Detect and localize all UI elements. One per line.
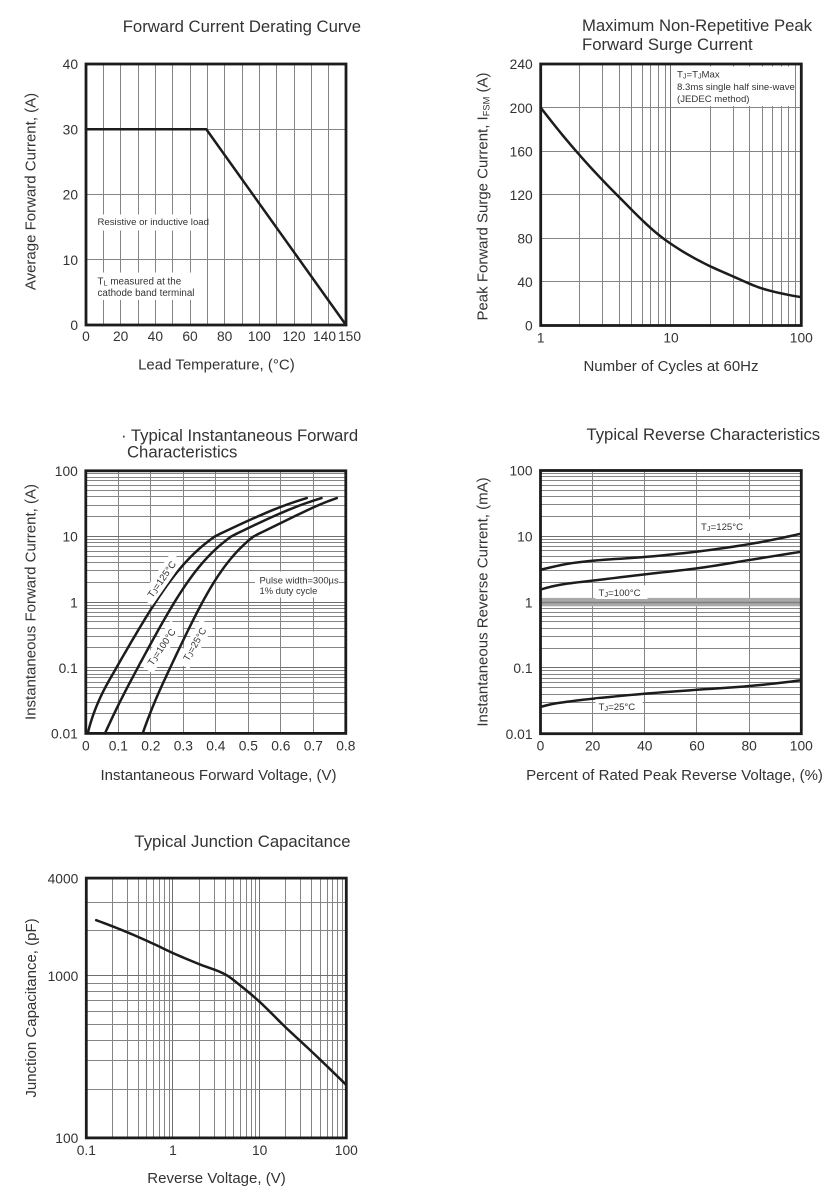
svg-text:30: 30 bbox=[63, 122, 79, 137]
svg-text:Reverse Voltage, (V): Reverse Voltage, (V) bbox=[147, 1170, 285, 1187]
svg-text:40: 40 bbox=[63, 57, 79, 72]
svg-text:Instantaneous Forward Voltage,: Instantaneous Forward Voltage, (V) bbox=[101, 767, 337, 784]
svg-text:0.7: 0.7 bbox=[304, 738, 323, 753]
svg-text:150: 150 bbox=[338, 329, 361, 344]
svg-text:TJ=100°C: TJ=100°C bbox=[599, 588, 641, 599]
svg-text:0.01: 0.01 bbox=[506, 727, 533, 742]
svg-text:Peak Forward Surge Current, IF: Peak Forward Surge Current, IFSM (A) bbox=[475, 72, 492, 320]
svg-text:80: 80 bbox=[217, 329, 233, 344]
svg-text:160: 160 bbox=[510, 144, 533, 159]
svg-text:4000: 4000 bbox=[48, 871, 79, 886]
svg-text:0.01: 0.01 bbox=[51, 727, 78, 742]
svg-text:40: 40 bbox=[517, 275, 533, 290]
svg-text:Lead Temperature, (°C): Lead Temperature, (°C) bbox=[138, 357, 295, 374]
svg-text:Average Forward Current, (A): Average Forward Current, (A) bbox=[23, 93, 40, 290]
svg-text:0: 0 bbox=[70, 318, 78, 333]
svg-text:0.1: 0.1 bbox=[513, 661, 532, 676]
svg-text:240: 240 bbox=[510, 57, 533, 72]
svg-text:0.5: 0.5 bbox=[239, 738, 259, 753]
svg-text:200: 200 bbox=[510, 101, 533, 116]
svg-text:Forward Current Derating Curve: Forward Current Derating Curve bbox=[123, 17, 361, 36]
svg-text:Forward Surge Current: Forward Surge Current bbox=[582, 35, 753, 54]
svg-text:1: 1 bbox=[169, 1143, 177, 1158]
svg-text:10: 10 bbox=[252, 1143, 268, 1158]
svg-text:TJ=125°C: TJ=125°C bbox=[701, 522, 743, 533]
svg-text:Pulse width=300µs: Pulse width=300µs bbox=[260, 575, 339, 586]
svg-text:60: 60 bbox=[689, 739, 705, 754]
svg-text:Number of Cycles at 60Hz: Number of Cycles at 60Hz bbox=[583, 358, 758, 375]
svg-text:Characteristics: Characteristics bbox=[127, 443, 237, 462]
svg-text:· Typical Instantaneous Forwar: · Typical Instantaneous Forward bbox=[121, 426, 358, 445]
svg-text:1: 1 bbox=[70, 595, 78, 610]
svg-text:1% duty cycle: 1% duty cycle bbox=[260, 585, 318, 596]
svg-text:1000: 1000 bbox=[48, 969, 79, 984]
svg-text:0: 0 bbox=[537, 739, 545, 754]
svg-text:0.6: 0.6 bbox=[271, 738, 291, 753]
svg-text:120: 120 bbox=[282, 329, 305, 344]
svg-text:10: 10 bbox=[517, 530, 533, 545]
svg-text:0.1: 0.1 bbox=[109, 738, 128, 753]
svg-text:1: 1 bbox=[537, 331, 545, 346]
svg-text:20: 20 bbox=[63, 188, 79, 203]
svg-text:Junction Capacitance, (pF): Junction Capacitance, (pF) bbox=[23, 918, 40, 1097]
svg-text:TJ=TJMax: TJ=TJMax bbox=[677, 70, 720, 81]
svg-text:Instantaneous Forward Current,: Instantaneous Forward Current, (A) bbox=[23, 484, 40, 720]
svg-text:Typical Reverse Characteristic: Typical Reverse Characteristics bbox=[586, 425, 820, 444]
svg-text:0.2: 0.2 bbox=[141, 738, 160, 753]
svg-text:80: 80 bbox=[741, 739, 757, 754]
svg-text:20: 20 bbox=[113, 329, 129, 344]
svg-text:10: 10 bbox=[663, 331, 679, 346]
svg-text:100: 100 bbox=[509, 464, 532, 479]
svg-text:Resistive or inductive load: Resistive or inductive load bbox=[98, 217, 209, 228]
svg-text:40: 40 bbox=[148, 329, 164, 344]
svg-text:10: 10 bbox=[63, 253, 79, 268]
svg-text:1: 1 bbox=[525, 595, 533, 610]
svg-text:100: 100 bbox=[335, 1143, 358, 1158]
svg-text:140: 140 bbox=[313, 329, 336, 344]
svg-text:(JEDEC method): (JEDEC method) bbox=[677, 94, 750, 105]
svg-text:120: 120 bbox=[510, 188, 533, 203]
svg-text:8.3ms single half sine-wave: 8.3ms single half sine-wave bbox=[677, 82, 795, 93]
svg-text:60: 60 bbox=[182, 329, 198, 344]
svg-text:0: 0 bbox=[82, 329, 90, 344]
svg-text:20: 20 bbox=[585, 739, 601, 754]
svg-text:0: 0 bbox=[82, 738, 90, 753]
svg-text:0: 0 bbox=[525, 319, 533, 334]
svg-text:TL measured at the: TL measured at the bbox=[98, 277, 182, 288]
svg-text:Typical Junction Capacitance: Typical Junction Capacitance bbox=[134, 832, 350, 851]
svg-text:cathode band terminal: cathode band terminal bbox=[98, 288, 195, 299]
svg-text:0.1: 0.1 bbox=[77, 1143, 96, 1158]
svg-text:100: 100 bbox=[55, 464, 78, 479]
svg-text:40: 40 bbox=[637, 739, 653, 754]
svg-text:10: 10 bbox=[62, 530, 78, 545]
svg-text:80: 80 bbox=[517, 232, 533, 247]
svg-text:100: 100 bbox=[55, 1131, 78, 1146]
svg-text:Instantaneous Reverse Current,: Instantaneous Reverse Current, (mA) bbox=[475, 477, 492, 726]
svg-text:100: 100 bbox=[790, 739, 813, 754]
svg-text:100: 100 bbox=[790, 331, 813, 346]
svg-text:0.8: 0.8 bbox=[336, 738, 356, 753]
svg-text:Percent of Rated Peak Reverse: Percent of Rated Peak Reverse Voltage, (… bbox=[526, 767, 823, 784]
svg-text:0.3: 0.3 bbox=[174, 738, 194, 753]
svg-text:0.4: 0.4 bbox=[206, 738, 226, 753]
svg-text:Maximum Non-Repetitive Peak: Maximum Non-Repetitive Peak bbox=[582, 16, 813, 35]
svg-text:100: 100 bbox=[248, 329, 271, 344]
svg-text:0.1: 0.1 bbox=[59, 661, 78, 676]
svg-text:TJ=25°C: TJ=25°C bbox=[599, 702, 636, 713]
